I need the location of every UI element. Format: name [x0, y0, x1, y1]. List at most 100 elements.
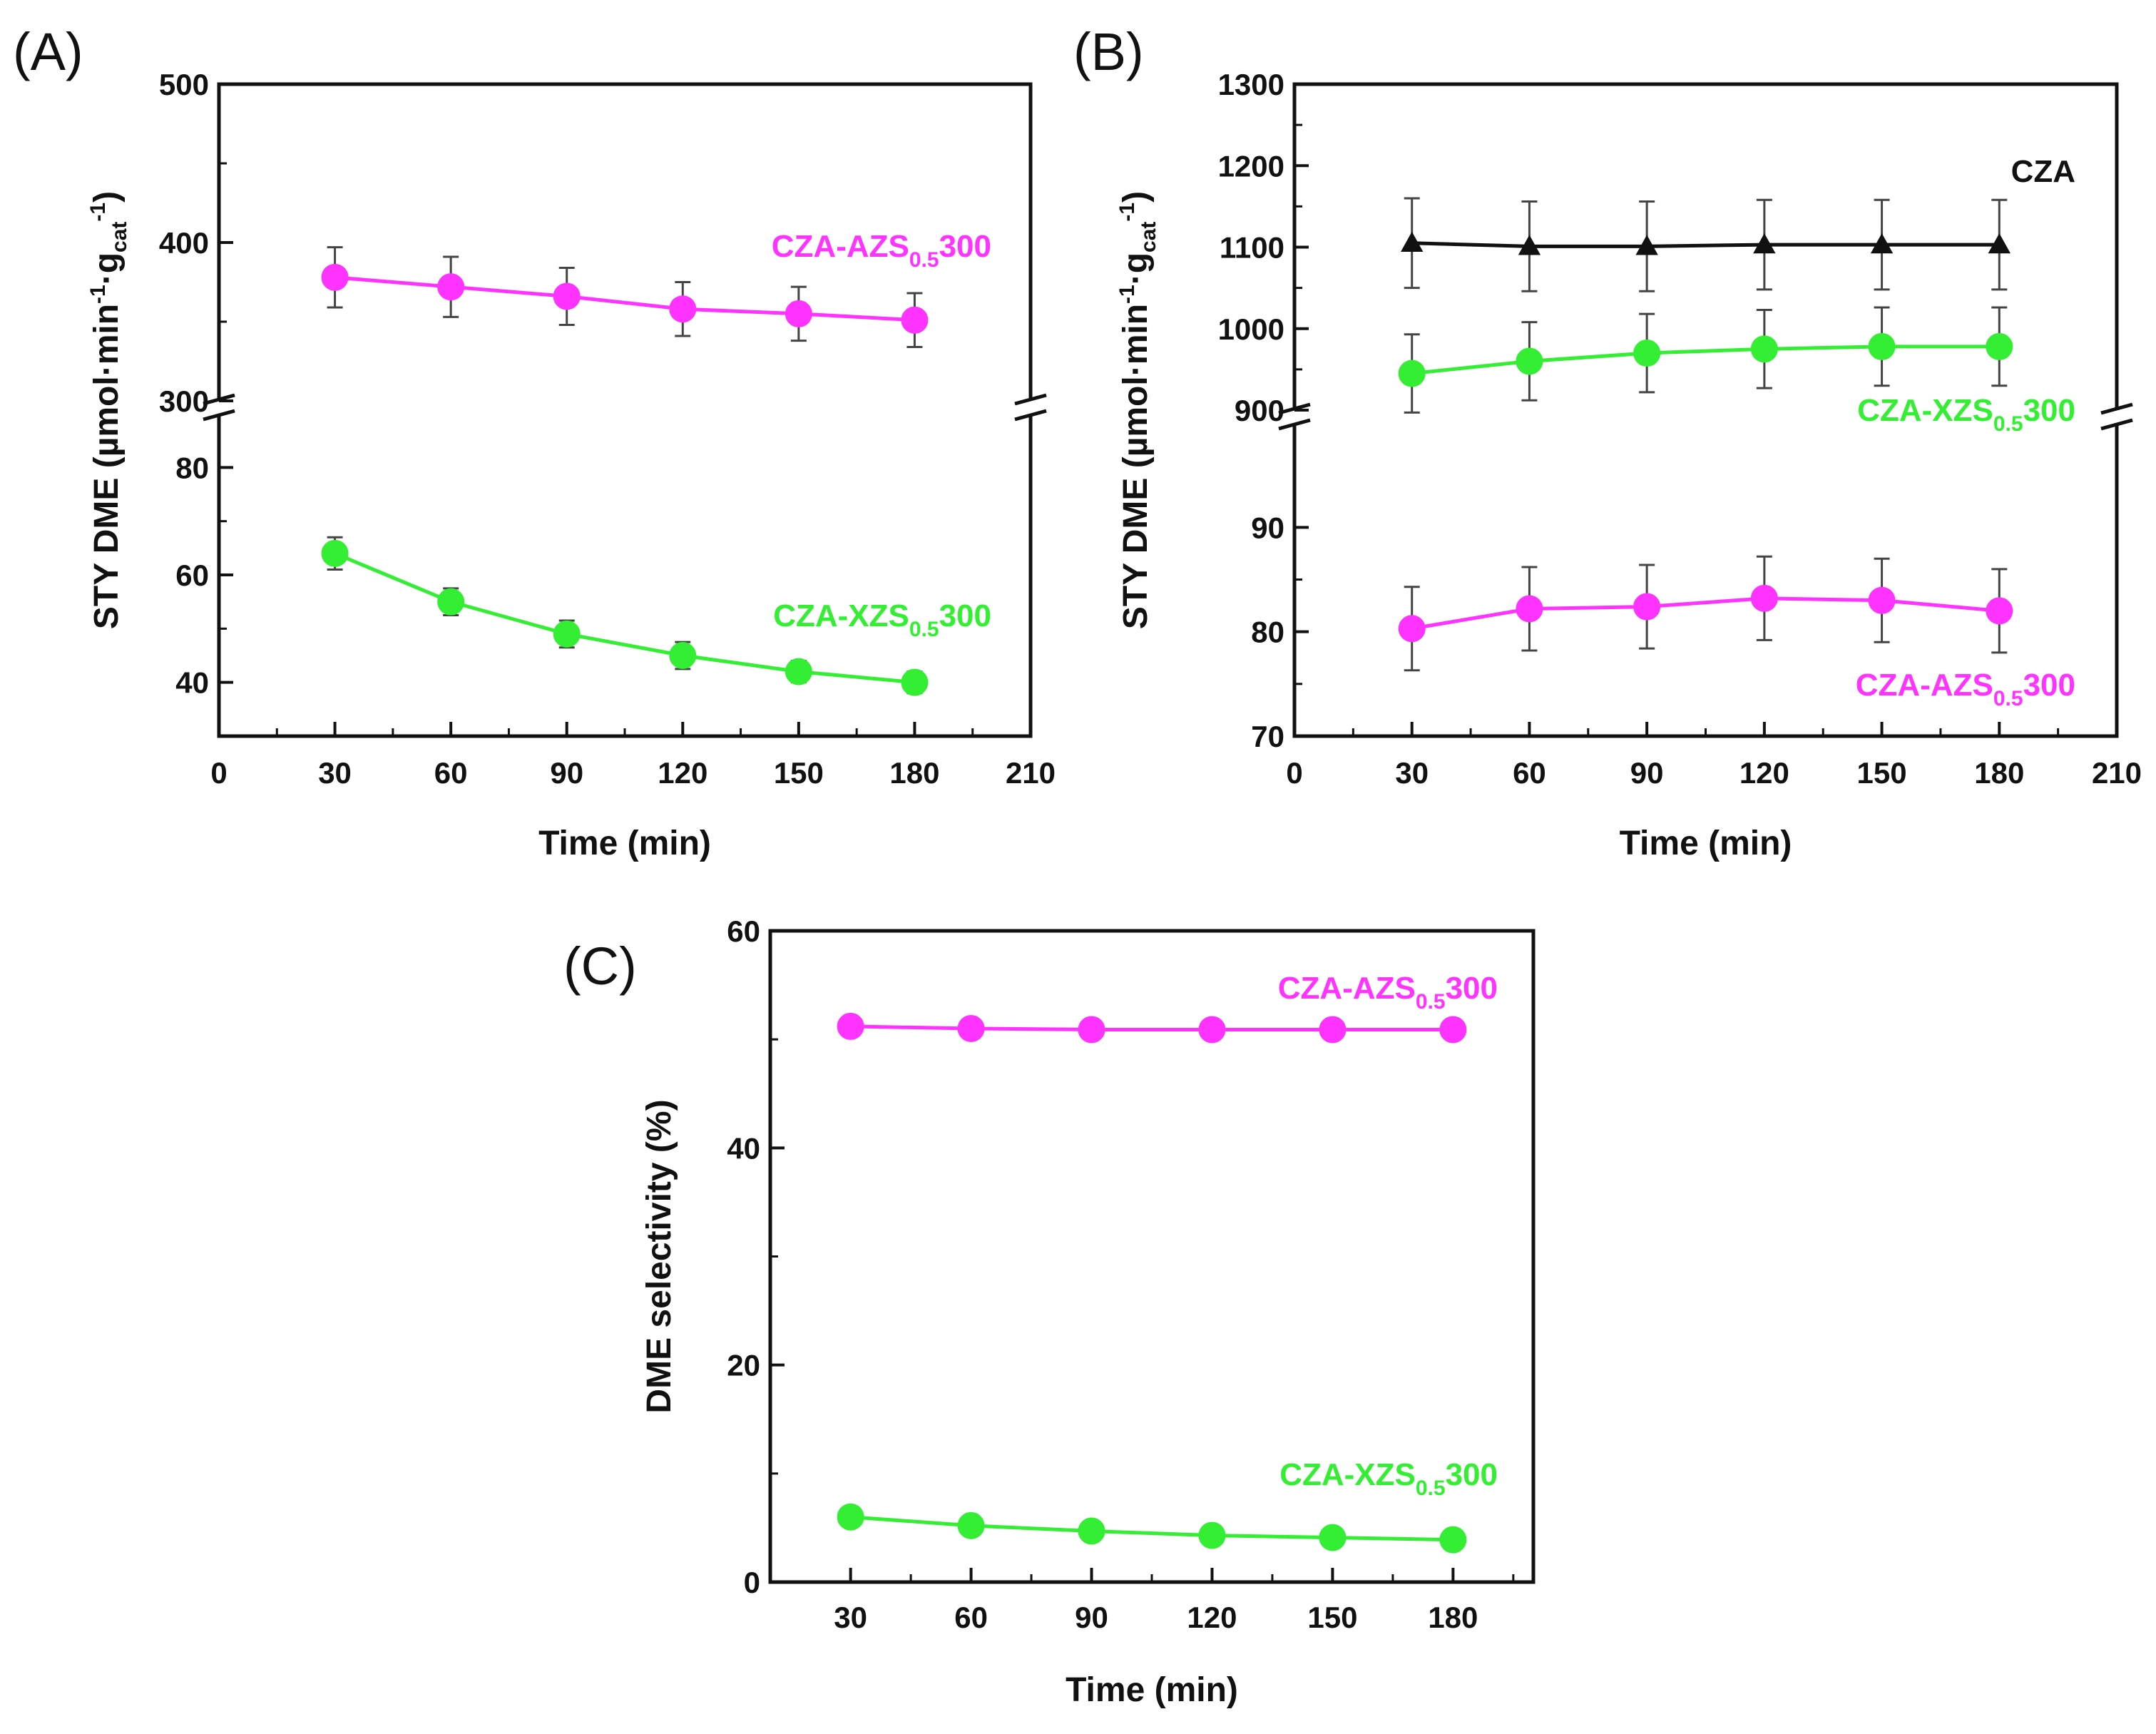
- x-tick-label: 60: [434, 756, 468, 790]
- y-tick-label: 60: [727, 914, 760, 948]
- y-tick-label: 1100: [1220, 231, 1284, 265]
- panel-a: (A) 300 400 500 40 60 80 0 30 60 90 120 150 180 210 Tim…: [13, 22, 1056, 862]
- axis-break-mark: [1278, 418, 1311, 431]
- x-tick-label: 0: [1286, 756, 1302, 790]
- axis-break-mark: [1014, 409, 1047, 422]
- panel-label: (A): [13, 22, 83, 81]
- y-tick-label: 60: [175, 559, 209, 592]
- data-point: [1398, 359, 1426, 387]
- series-label-main: CZA-AZS: [1278, 971, 1416, 1006]
- data-point: [957, 1511, 985, 1539]
- y-tick-label: 500: [159, 68, 209, 101]
- series-label-subscript: 0.5: [909, 618, 939, 641]
- y-tick-label: 20: [727, 1349, 760, 1382]
- axis-break-mark: [2100, 402, 2133, 415]
- data-point: [901, 668, 929, 696]
- series-cza-xzs0-5300: [1398, 306, 2013, 414]
- data-point: [837, 1503, 864, 1531]
- data-point: [1516, 595, 1543, 623]
- series-label-subscript: 0.5: [1993, 412, 2023, 436]
- data-point: [1198, 1521, 1226, 1549]
- series-label-subscript: 0.5: [1416, 990, 1446, 1014]
- x-tick-label: 60: [954, 1601, 988, 1634]
- data-point: [1986, 597, 2013, 625]
- x-tick-label: 120: [1739, 756, 1789, 790]
- data-point: [785, 658, 812, 685]
- y-axis-title: STY DME (µmol·min-1·gcat-1): [86, 191, 131, 629]
- y-axis-title: DME selectivity (%): [640, 1099, 678, 1413]
- y-tick-label: 0: [744, 1566, 760, 1599]
- x-tick-label: 120: [1187, 1601, 1237, 1634]
- data-point: [1870, 233, 1894, 254]
- data-point: [1398, 615, 1426, 643]
- data-point: [1319, 1016, 1347, 1044]
- series-label: CZA-AZS0.5300: [1856, 668, 2075, 710]
- y-axis-title-mid: ·g: [88, 253, 126, 285]
- series-cza: [1401, 197, 2011, 292]
- data-point: [1401, 231, 1424, 252]
- series-line: [334, 275, 915, 322]
- data-point: [437, 588, 465, 616]
- data-point: [1635, 235, 1658, 255]
- y-axis-title-sup2: -1: [1115, 203, 1139, 222]
- data-point: [1439, 1016, 1467, 1044]
- axis-break-mark: [2100, 418, 2133, 431]
- axis-break-gap: [1289, 407, 1300, 426]
- series-line: [850, 1515, 1453, 1542]
- y-tick-label: 400: [159, 226, 209, 260]
- series-label-suffix: 300: [1446, 971, 1498, 1006]
- data-point: [1198, 1016, 1226, 1044]
- y-axis-title-sup1: -1: [1115, 285, 1139, 304]
- series-label-subscript: 0.5: [1416, 1477, 1446, 1500]
- x-axis-title: Time (min): [1066, 1671, 1238, 1709]
- x-tick-label: 30: [1395, 756, 1429, 790]
- panel-label: (C): [563, 937, 637, 996]
- series-label-subscript: 0.5: [909, 248, 939, 272]
- series-label: CZA-AZS0.5300: [772, 229, 991, 272]
- series-label: CZA-XZS0.5300: [1279, 1457, 1498, 1500]
- series-label: CZA-XZS0.5300: [773, 598, 991, 641]
- y-axis-title: STY DME (µmol·min-1·gcat-1): [1115, 191, 1160, 629]
- series-line: [1411, 241, 2000, 248]
- series-label-main: CZA: [2011, 154, 2075, 189]
- y-tick-label: 40: [727, 1131, 760, 1165]
- y-tick-label: 1200: [1218, 149, 1284, 183]
- x-tick-label: 210: [2092, 756, 2142, 790]
- x-axis-title: Time (min): [538, 825, 711, 862]
- series-label-suffix: 300: [939, 598, 991, 633]
- y-axis-title-sup1: -1: [86, 285, 110, 304]
- axis-break-mark: [203, 409, 235, 422]
- axis-break-gap: [2111, 407, 2122, 426]
- series-label: CZA: [2011, 154, 2075, 189]
- series-label-main: CZA-AZS: [772, 229, 909, 264]
- data-point: [321, 263, 349, 291]
- x-tick-label: 180: [1974, 756, 2024, 790]
- data-point: [1986, 332, 2013, 360]
- y-tick-label: 40: [175, 666, 209, 700]
- data-point: [837, 1012, 864, 1040]
- y-axis-title-main: STY DME (µmol·min: [88, 304, 126, 629]
- series-line: [334, 551, 915, 685]
- data-point: [437, 273, 465, 301]
- data-point: [321, 539, 349, 567]
- x-tick-label: 90: [1075, 1601, 1108, 1634]
- y-tick-label: 900: [1235, 394, 1284, 427]
- data-point: [1439, 1526, 1467, 1554]
- x-tick-label: 180: [1428, 1601, 1478, 1634]
- data-point: [901, 306, 929, 334]
- y-tick-label: 1300: [1218, 68, 1284, 101]
- x-tick-label: 150: [774, 756, 824, 790]
- data-point: [553, 620, 581, 648]
- data-point: [1078, 1517, 1105, 1545]
- data-point: [669, 642, 697, 669]
- axis-break-mark: [1014, 393, 1047, 406]
- y-axis-title-sub: cat: [108, 222, 131, 253]
- axis-break-gap: [213, 398, 225, 417]
- y-tick-label: 70: [1251, 720, 1284, 753]
- x-tick-label: 60: [1513, 756, 1546, 790]
- y-axis-title-end: ): [1117, 191, 1155, 203]
- y-tick-label: 1000: [1218, 312, 1284, 346]
- data-point: [957, 1014, 985, 1042]
